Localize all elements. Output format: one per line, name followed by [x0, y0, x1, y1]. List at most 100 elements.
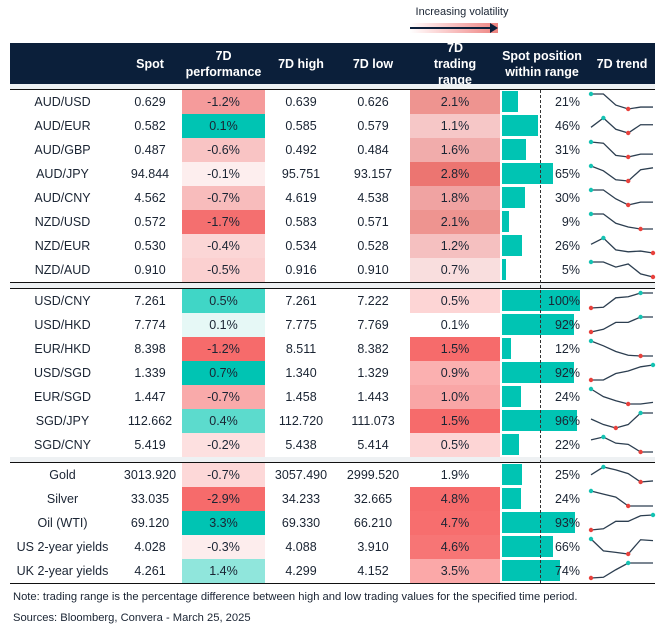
low-value: 66.210: [353, 516, 393, 530]
spot-position: 9%: [502, 210, 582, 234]
performance-cell: 0.4%: [182, 409, 265, 433]
trend-min-point: [626, 202, 631, 208]
trend-sparkline: [587, 559, 657, 583]
position-label: 92%: [554, 366, 580, 380]
spot-position: 12%: [502, 337, 582, 361]
performance-cell: 3.3%: [182, 511, 265, 535]
header-spot-position: Spot position within range: [502, 48, 582, 79]
trend-max-point: [601, 235, 606, 241]
trend-max-point: [626, 560, 631, 566]
low-value: 4.538: [357, 191, 389, 205]
trend-line: [590, 436, 653, 453]
footnote: Note: trading range is the percentage di…: [13, 591, 578, 603]
low-value: 32.665: [353, 492, 393, 506]
trend-line: [590, 562, 653, 579]
position-bar: [502, 536, 554, 557]
position-bar: [502, 115, 538, 136]
position-label: 66%: [554, 540, 580, 554]
table-row: NZD/EUR 0.530 -0.4% 0.534 0.528 1.2% 26%: [10, 234, 657, 258]
high-value: 8.511: [285, 342, 317, 356]
position-label: 65%: [554, 167, 580, 181]
position-bar: [502, 488, 521, 509]
header-7d-trading-range: 7D trading range: [433, 40, 477, 87]
performance-cell: -1.7%: [182, 210, 265, 234]
spot-value: 0.910: [134, 263, 166, 277]
position-bar: [502, 187, 526, 208]
performance-cell: 0.1%: [182, 313, 265, 337]
range-cell: 1.9%: [410, 463, 500, 487]
position-label: 24%: [554, 390, 580, 404]
spot-value: 7.774: [134, 318, 166, 332]
performance-cell: -0.5%: [182, 258, 265, 282]
low-value: 0.579: [357, 119, 389, 133]
position-bar: [502, 235, 523, 256]
trend-max-point: [638, 314, 643, 320]
performance-cell: -1.2%: [182, 90, 265, 114]
high-value: 1.340: [285, 366, 317, 380]
table-row: EUR/HKD 8.398 -1.2% 8.511 8.382 1.5% 12%: [10, 337, 655, 361]
trend-min-point: [626, 130, 631, 136]
trend-min-point: [638, 449, 643, 455]
volatility-legend: Increasing volatility: [410, 6, 520, 33]
spot-position: 21%: [502, 90, 582, 114]
trend-min-point: [588, 527, 594, 533]
spot-value: 7.261: [134, 294, 166, 308]
instrument-name: NZD/USD: [34, 215, 91, 229]
position-bar: [502, 560, 560, 581]
trend-sparkline: [587, 313, 657, 337]
table-row: USD/HKD 7.774 0.1% 7.775 7.769 0.1% 92%: [10, 313, 655, 337]
trend-min-point: [626, 106, 631, 112]
position-bar: [502, 410, 577, 431]
spot-value: 0.572: [134, 215, 166, 229]
sources: Sources: Bloomberg, Convera - March 25, …: [13, 612, 251, 624]
trend-line: [590, 237, 654, 254]
range-cell: 4.8%: [410, 487, 500, 511]
trend-sparkline: [587, 385, 657, 409]
range-cell: 1.6%: [410, 138, 500, 162]
range-cell: 0.1%: [410, 313, 500, 337]
header-7d-high: 7D high: [278, 56, 324, 71]
spot-value: 0.629: [134, 95, 166, 109]
performance-cell: 0.7%: [182, 361, 265, 385]
low-value: 0.910: [357, 263, 389, 277]
spot-value: 4.028: [134, 540, 166, 554]
trend-line: [591, 364, 654, 381]
trend-min-point: [588, 377, 594, 383]
trend-min-point: [626, 178, 631, 184]
trend-min-point: [588, 329, 594, 335]
range-cell: 0.7%: [410, 258, 500, 282]
spot-position: 65%: [502, 162, 582, 186]
trend-line: [590, 316, 653, 333]
trend-sparkline: [587, 337, 657, 361]
table-group: USD/CNY 7.261 0.5% 7.261 7.222 0.5% 100% USD/HK…: [10, 283, 657, 458]
high-value: 0.585: [285, 119, 317, 133]
position-bar: [502, 386, 521, 407]
low-value: 5.414: [357, 438, 389, 452]
low-value: 0.626: [357, 95, 389, 109]
position-label: 22%: [554, 438, 580, 452]
trend-sparkline: [587, 487, 657, 511]
performance-cell: -0.7%: [182, 186, 265, 210]
trend-sparkline: [587, 234, 657, 258]
position-bar: [502, 290, 580, 311]
instrument-name: AUD/USD: [34, 95, 91, 109]
spot-position: 92%: [502, 313, 582, 337]
high-value: 4.619: [285, 191, 317, 205]
table-row: SGD/CNY 5.419 -0.2% 5.438 5.414 0.5% 22%: [10, 433, 655, 457]
legend-label: Increasing volatility: [415, 6, 509, 18]
trend-line: [590, 538, 654, 555]
low-value: 1.329: [357, 366, 389, 380]
position-label: 46%: [554, 119, 580, 133]
trend-line: [591, 189, 653, 206]
spot-value: 0.487: [134, 143, 166, 157]
trend-min-point: [638, 479, 643, 485]
arrow-icon: [410, 27, 492, 29]
trend-max-point: [588, 211, 594, 217]
spot-position: 66%: [502, 535, 582, 559]
header-spot: Spot: [136, 56, 164, 71]
volatility-gradient: [410, 23, 498, 33]
trend-min-point: [650, 274, 656, 280]
high-value: 0.534: [285, 239, 317, 253]
spot-position: 5%: [502, 258, 582, 282]
midpoint-line: [540, 90, 541, 583]
